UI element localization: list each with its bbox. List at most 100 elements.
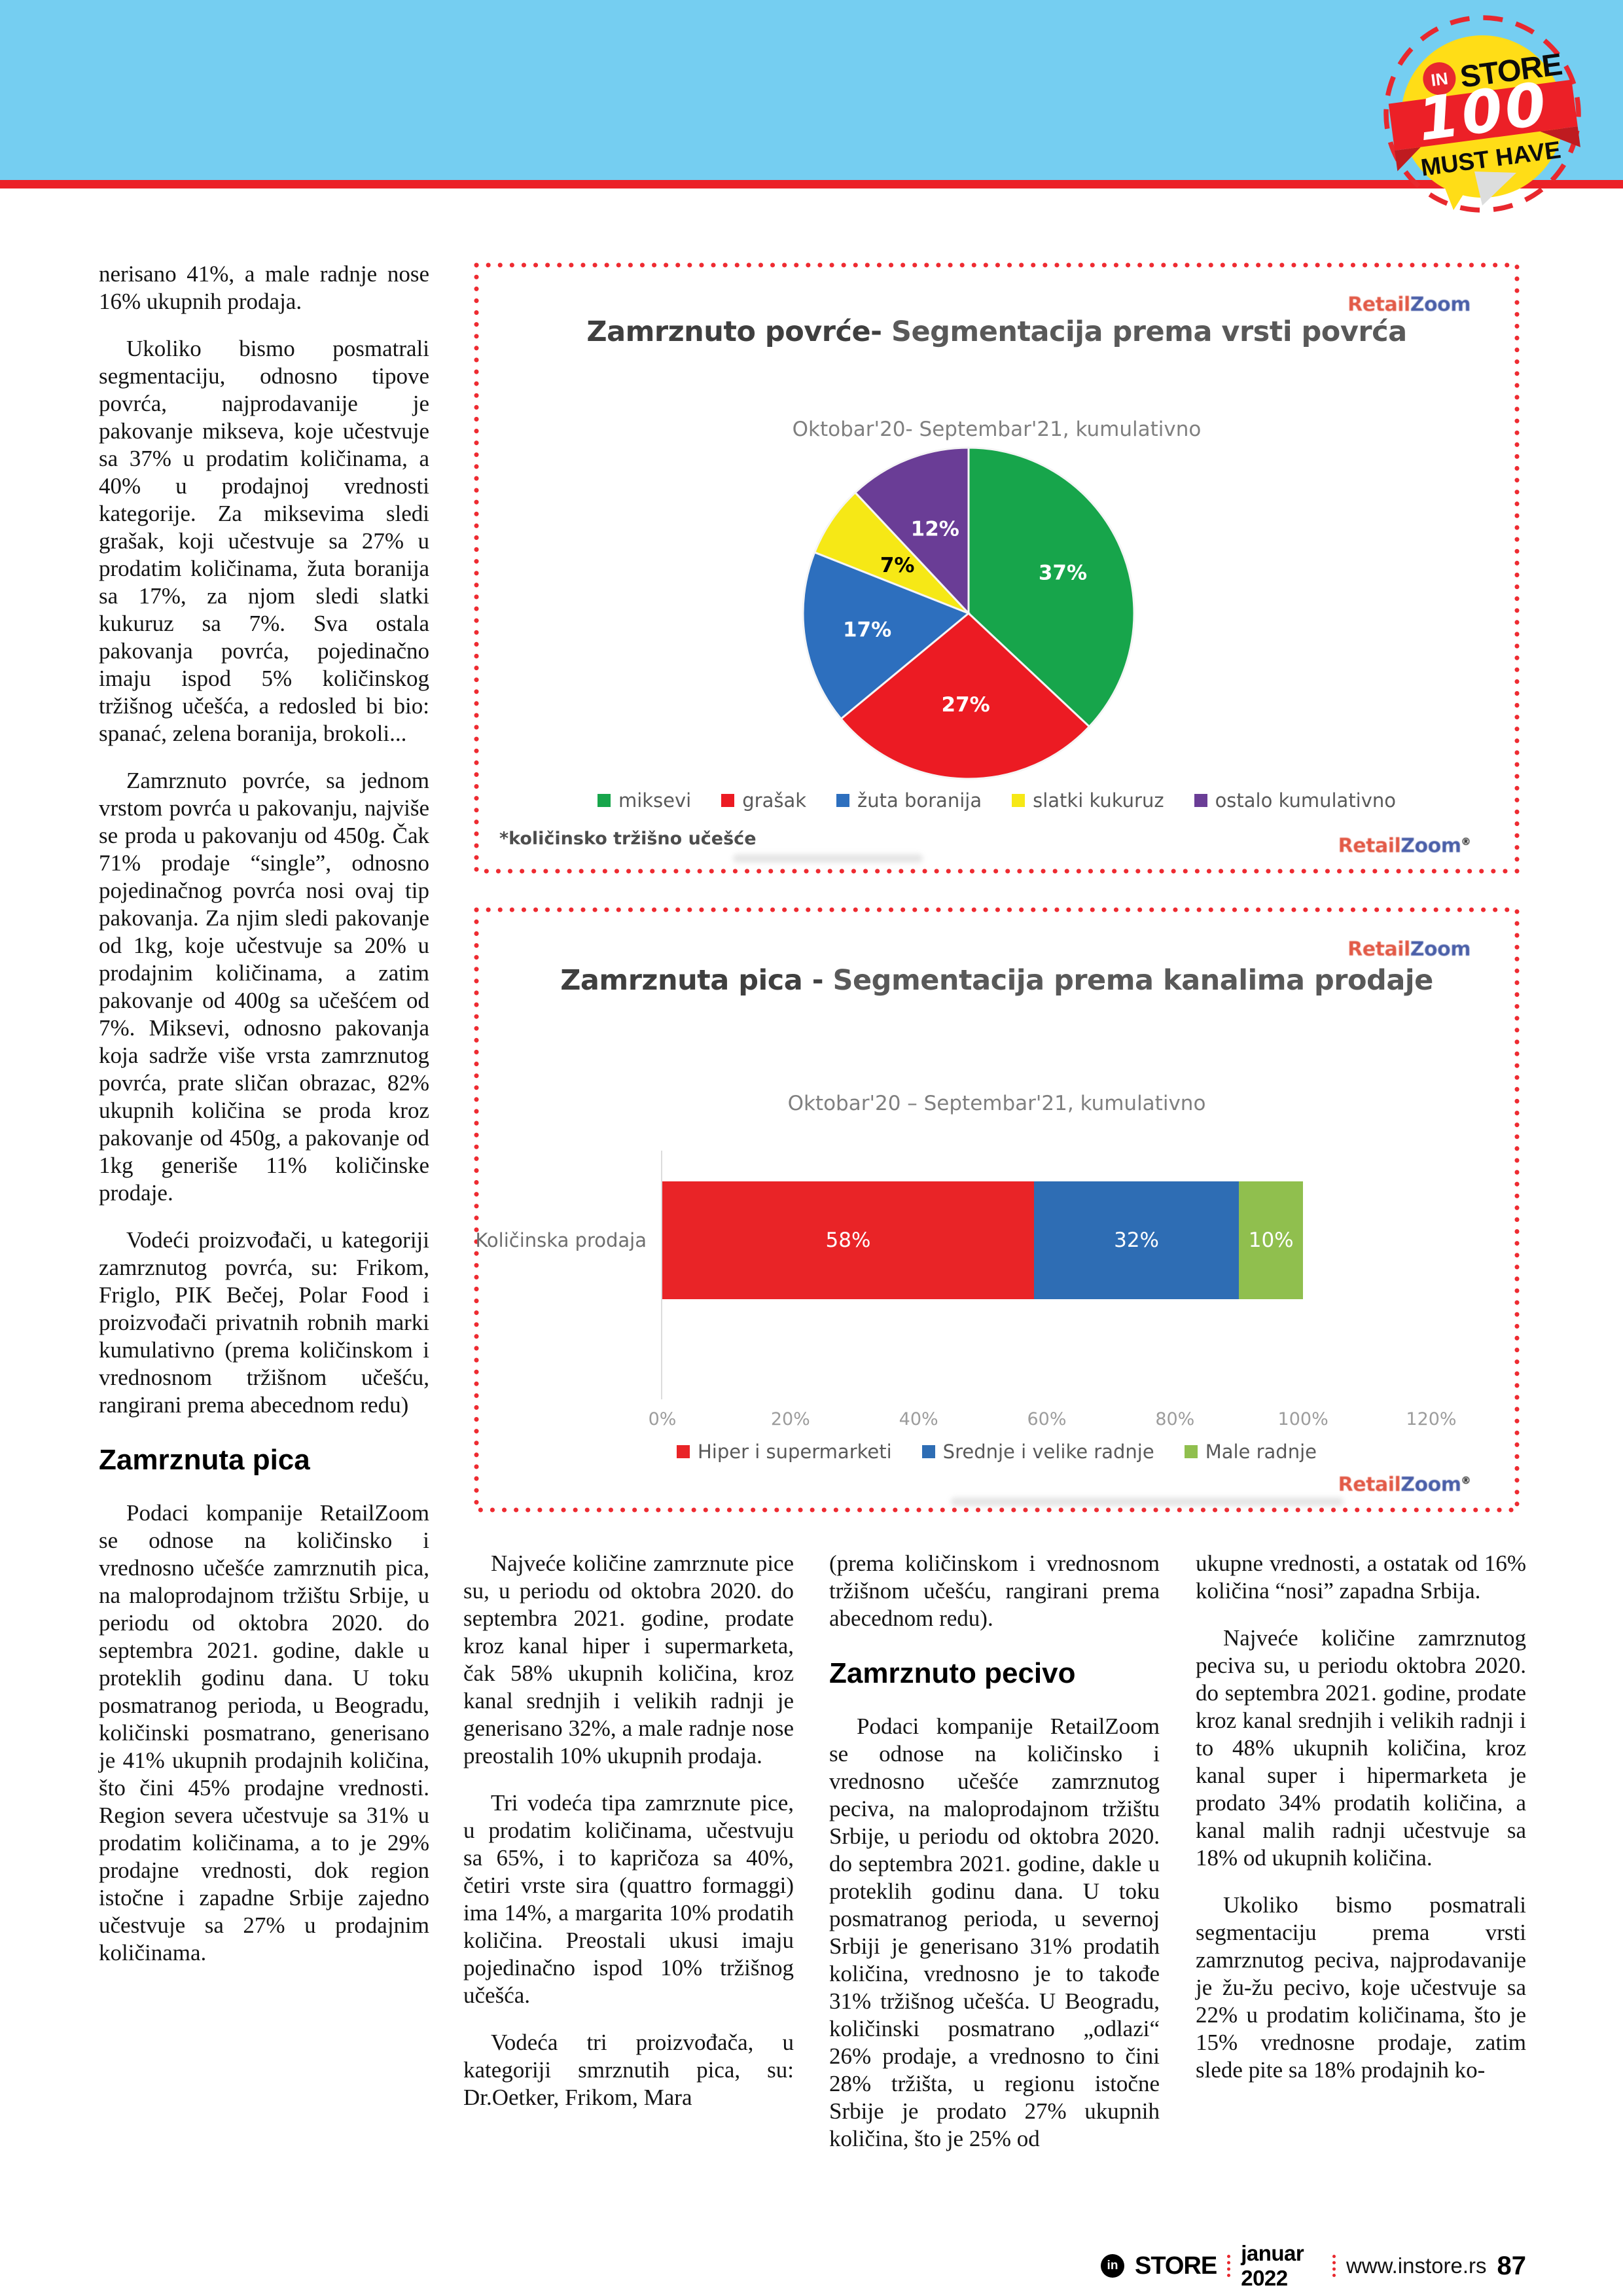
stacked-bar: 58% 32% 10% [662, 1181, 1431, 1299]
pie-slice-slatki kukuruz [813, 491, 970, 615]
x-tick-label: 120% [1406, 1409, 1457, 1429]
paragraph: ukupne vrednosti, a ostatak od 16% količ… [1196, 1551, 1526, 1604]
paragraph: Ukoliko bismo posmatrali segmentaciju pr… [1196, 1892, 1526, 2083]
pie-chart-subtitle: Oktobar'20- Septembar'21, kumulativno [792, 418, 1202, 441]
bar-chart-subtitle: Oktobar'20 – Septembar'21, kumulativno [787, 1092, 1206, 1115]
footer-separator-icon [1332, 2255, 1336, 2277]
x-tick-label: 40% [899, 1409, 938, 1429]
footer-date: januar 2022 [1241, 2241, 1304, 2290]
footer-url: www.instore.rs [1346, 2253, 1487, 2278]
paragraph: Ukoliko bismo posmatrali segmentaciju, o… [99, 336, 429, 746]
bar-segment-Hiper i supermarketi: 58% [662, 1181, 1034, 1299]
pie-slice-label: 7% [880, 554, 915, 577]
x-axis-ticks: 0% 20% 40% 60% 80% 100% 120% [649, 1409, 1457, 1431]
top-cyan-band [0, 0, 1623, 180]
section-heading: Zamrznuto pecivo [829, 1657, 1076, 1689]
legend-swatch-icon [721, 794, 735, 807]
paragraph: Vodeći proizvođači, u kategoriji zamrznu… [99, 1227, 429, 1418]
legend-label: slatki kukuruz [1033, 789, 1164, 812]
legend-item: Male radnje [1184, 1441, 1317, 1463]
badge-100-text: 100 [1414, 69, 1553, 154]
paragraph: Najveće količine zamrznute pice su, u pe… [463, 1551, 794, 1768]
legend-swatch-icon [597, 794, 611, 807]
bar-legend: Hiper i supermarketi Srednje i velike rad… [473, 1441, 1520, 1463]
legend-swatch-icon [1012, 794, 1026, 807]
pie-chart: 37% 27% 17% 7% 12% [802, 446, 1135, 780]
footer-separator-icon [1227, 2255, 1231, 2277]
x-tick-label: 20% [770, 1409, 810, 1429]
page-number: 87 [1497, 2251, 1527, 2280]
legend-label: ostalo kumulativno [1215, 789, 1397, 812]
pie-legend: miksevi grašak žuta boranija slatki kukuruz… [473, 789, 1520, 812]
dotted-border-icon [474, 907, 1520, 1513]
pie-slice-žuta boranija [802, 550, 971, 721]
pie-slice-label: 12% [911, 518, 959, 541]
retailzoom-logo: RetailZoom® [1338, 834, 1471, 857]
legend-label: žuta boranija [857, 789, 982, 812]
pie-chart-title: Zamrznuto povrće- Segmentacija prema vrs… [586, 315, 1407, 348]
legend-swatch-icon [677, 1445, 690, 1458]
top-red-stripe [0, 180, 1623, 188]
badge-ribbon-fold-left-icon [1395, 147, 1421, 171]
bar-segment-Srednje i velike radnje: 32% [1033, 1181, 1240, 1299]
bar-segment-Male radnje: 10% [1239, 1181, 1304, 1299]
legend-item: Hiper i supermarketi [677, 1441, 892, 1463]
article-column-1: nerisano 41%, a male radnje nose 16% uku… [99, 260, 429, 1986]
legend-label: Srednje i velike radnje [942, 1441, 1154, 1463]
badge-in-circle-icon [1423, 62, 1456, 96]
bar-chart-title: Zamrznuta pica - Segmentacija prema kana… [560, 964, 1433, 997]
legend-label: Male radnje [1205, 1441, 1317, 1463]
badge-in-text: IN [1430, 69, 1450, 90]
instore-circle-logo-icon: in [1101, 2254, 1124, 2278]
legend-item: Srednje i velike radnje [921, 1441, 1154, 1463]
x-tick-label: 100% [1277, 1409, 1329, 1429]
pie-slice-label: 27% [942, 693, 990, 717]
legend-item: ostalo kumulativno [1194, 789, 1396, 812]
article-column-3: (prema količinskom i vrednosnom tržišnom… [829, 1550, 1160, 2172]
pie-slice-miksevi [967, 446, 1135, 728]
paragraph: nerisano 41%, a male radnje nose 16% uku… [99, 261, 429, 314]
bar-chart-panel: RetailZoom Zamrznuta pica - Segmentacija… [473, 906, 1520, 1513]
legend-swatch-icon [1194, 794, 1207, 807]
paragraph: Vodeća tri proizvođača, u kategoriji smr… [463, 2030, 794, 2110]
x-tick-label: 0% [648, 1409, 677, 1429]
retailzoom-logo: RetailZoom [1347, 938, 1471, 961]
instore-100-must-have-badge: IN STORE 100 MUST HAVE [1383, 15, 1581, 213]
y-axis-line [661, 1151, 662, 1399]
badge-ribbon-icon [1388, 79, 1578, 151]
bar-category-label: Količinska prodaja [475, 1229, 647, 1251]
page-footer: in STORE januar 2022 www.instore.rs 87 [1101, 2241, 1526, 2291]
faint-watermark [951, 1498, 1344, 1506]
dotted-border-icon [474, 262, 1520, 874]
pie-chart-panel: RetailZoom Zamrznuto povrće- Segmentacij… [473, 262, 1520, 874]
paragraph: Zamrznuto povrće, sa jednom vrstom povrć… [99, 768, 429, 1206]
x-tick-label: 80% [1155, 1409, 1195, 1429]
pie-slice-label: 37% [1039, 562, 1087, 585]
paragraph: Tri vodeća tipa zamrznute pice, u prodat… [463, 1790, 794, 2008]
badge-ribbon-fold-right-icon [1540, 126, 1580, 147]
legend-item: grašak [721, 789, 806, 812]
legend-swatch-icon [921, 1445, 935, 1458]
legend-item: žuta boranija [836, 789, 982, 812]
paragraph: Podaci kompanije RetailZoom se odnose na… [829, 1713, 1160, 2151]
article-column-2: Najveće količine zamrznute pice su, u pe… [463, 1550, 794, 2131]
paragraph: (prema količinskom i vrednosnom tržišnom… [829, 1551, 1160, 1631]
legend-item: miksevi [597, 789, 691, 812]
section-heading: Zamrznuta pica [99, 1444, 310, 1476]
pie-slice-ostalo kumulativno [853, 446, 970, 616]
pie-slice-grašak [839, 612, 1091, 780]
retailzoom-logo: RetailZoom [1347, 293, 1471, 316]
legend-swatch-icon [1184, 1445, 1198, 1458]
faint-watermark [733, 854, 923, 863]
paragraph: Najveće količine zamrznutog peciva su, u… [1196, 1625, 1526, 1871]
legend-label: grašak [742, 789, 807, 812]
pie-slice-label: 17% [843, 619, 891, 642]
legend-label: Hiper i supermarketi [698, 1441, 892, 1463]
legend-swatch-icon [836, 794, 850, 807]
paragraph: Podaci kompanije RetailZoom se odnose na… [99, 1499, 429, 1965]
badge-speech-tail-icon [1438, 171, 1474, 210]
x-tick-label: 60% [1027, 1409, 1067, 1429]
footer-brand: STORE [1135, 2251, 1217, 2280]
pie-footnote: *količinsko tržišno učešće [499, 829, 757, 849]
